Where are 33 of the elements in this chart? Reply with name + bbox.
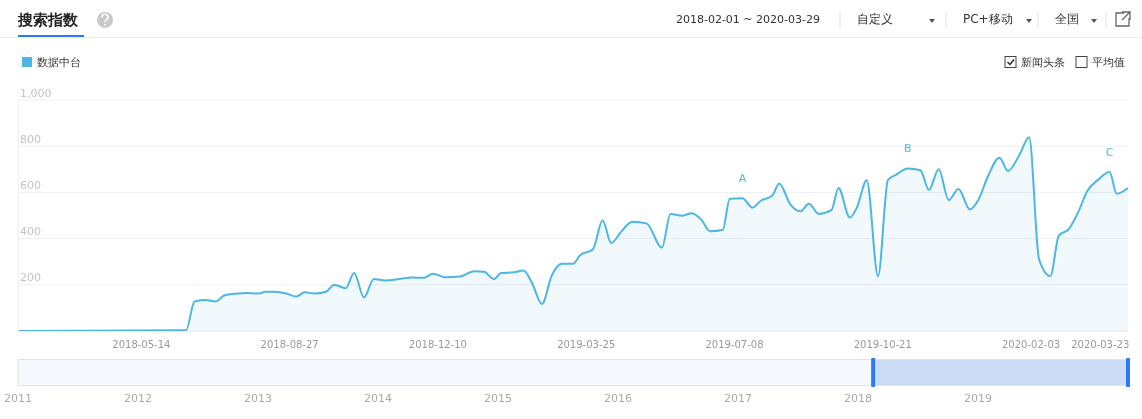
x-tick-label: 2019-07-08 xyxy=(705,339,764,351)
text: 2014 xyxy=(364,392,392,405)
text: 2018-02-01 ~ 2020-03-29 xyxy=(675,13,820,26)
x-tick-label: 2020-02-03 xyxy=(1001,339,1061,351)
text: 2015 xyxy=(484,392,512,405)
x-tick-label: 2018-12-10 xyxy=(408,339,467,351)
text: 2011 xyxy=(4,392,32,405)
y-tick-label: 200 xyxy=(20,271,41,285)
text: 2018 xyxy=(844,392,872,405)
x-tick-label: 2018-05-14 xyxy=(112,339,171,351)
y-tick-label: 1,000 xyxy=(20,86,52,100)
text: 平均值 xyxy=(1092,56,1125,69)
text: 自定义 xyxy=(857,12,893,26)
x-tick-label: 2018-08-27 xyxy=(260,339,319,351)
x-tick-label: 2020-03-23 xyxy=(1071,339,1130,351)
chart-title: 搜索指数 xyxy=(17,11,79,29)
annotation: C xyxy=(1105,146,1114,160)
x-tick-label: 2019-03-25 xyxy=(557,339,616,351)
text: 2016 xyxy=(604,392,632,405)
text: 2019 xyxy=(964,392,992,405)
y-tick-label: 600 xyxy=(20,178,41,192)
text: 2013 xyxy=(244,392,272,405)
text: PC+移动 xyxy=(963,12,1013,26)
x-tick-label: 2019-10-21 xyxy=(853,339,912,351)
text: 2017 xyxy=(724,392,752,405)
text: 新闻头条 xyxy=(1021,56,1065,69)
y-tick-label: 400 xyxy=(20,225,41,239)
legend-label: 数据中台 xyxy=(37,56,81,69)
text: 2012 xyxy=(124,392,152,405)
annotation: A xyxy=(738,172,747,186)
annotation: B xyxy=(903,142,912,156)
y-tick-label: 800 xyxy=(20,132,41,146)
text: 全国 xyxy=(1055,12,1079,26)
